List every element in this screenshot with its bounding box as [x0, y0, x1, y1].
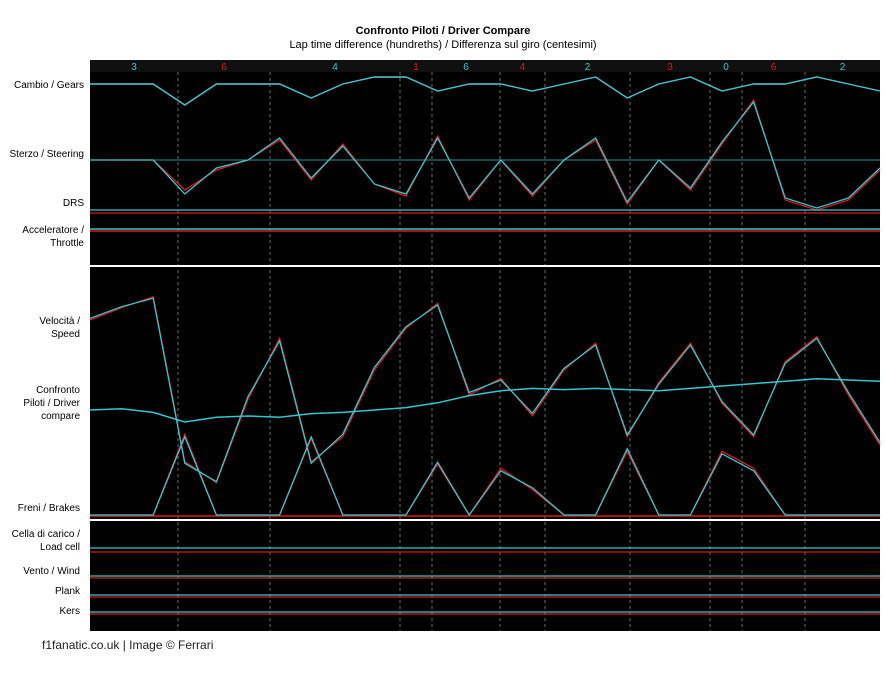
label-speed: Velocità / Speed	[39, 316, 80, 340]
segment-gap-label: 6	[221, 62, 227, 73]
segment-gap-label: 6	[463, 62, 469, 73]
speed-trace-driver-b	[89, 297, 881, 483]
label-compare: Confronto Piloti / Driver compare	[23, 385, 80, 422]
label-gears: Cambio / Gears	[13, 80, 84, 91]
label-throttle: Acceleratore / Throttle	[22, 225, 84, 249]
image-credit: f1fanatic.co.uk | Image © Ferrari	[42, 638, 214, 652]
segment-gap-label: 4	[520, 62, 526, 73]
chart-subtitle: Lap time difference (hundreths) / Differ…	[289, 39, 597, 51]
segment-gap-label: 3	[667, 62, 673, 73]
segment-gap-label: 1	[413, 62, 419, 73]
label-drs: DRS	[62, 198, 84, 209]
steering-trace-driver-b	[90, 100, 881, 209]
label-plank: Plank	[54, 586, 80, 597]
segment-gap-label: 4	[332, 62, 338, 73]
panel-upper	[90, 60, 880, 265]
label-wind: Vento / Wind	[23, 566, 80, 577]
label-steering: Sterzo / Steering	[9, 149, 84, 160]
segment-gap-label: 3	[131, 62, 137, 73]
segment-gap-label: 2	[840, 62, 846, 73]
brake-trace-driver-b	[90, 435, 880, 517]
segment-bar	[90, 60, 880, 72]
gear-trace-driver-b	[90, 76, 881, 106]
chart-title: Confronto Piloti / Driver Compare	[355, 25, 531, 37]
segment-gap-label: 2	[585, 62, 591, 73]
label-kers: Kers	[59, 606, 80, 617]
segment-gap-label: 0	[723, 62, 729, 73]
driver-compare-trace	[89, 378, 881, 423]
segment-gap-label: 6	[771, 62, 777, 73]
label-loadcell: Cella di carico / Load cell	[11, 529, 80, 553]
label-brakes: Freni / Brakes	[17, 503, 80, 514]
